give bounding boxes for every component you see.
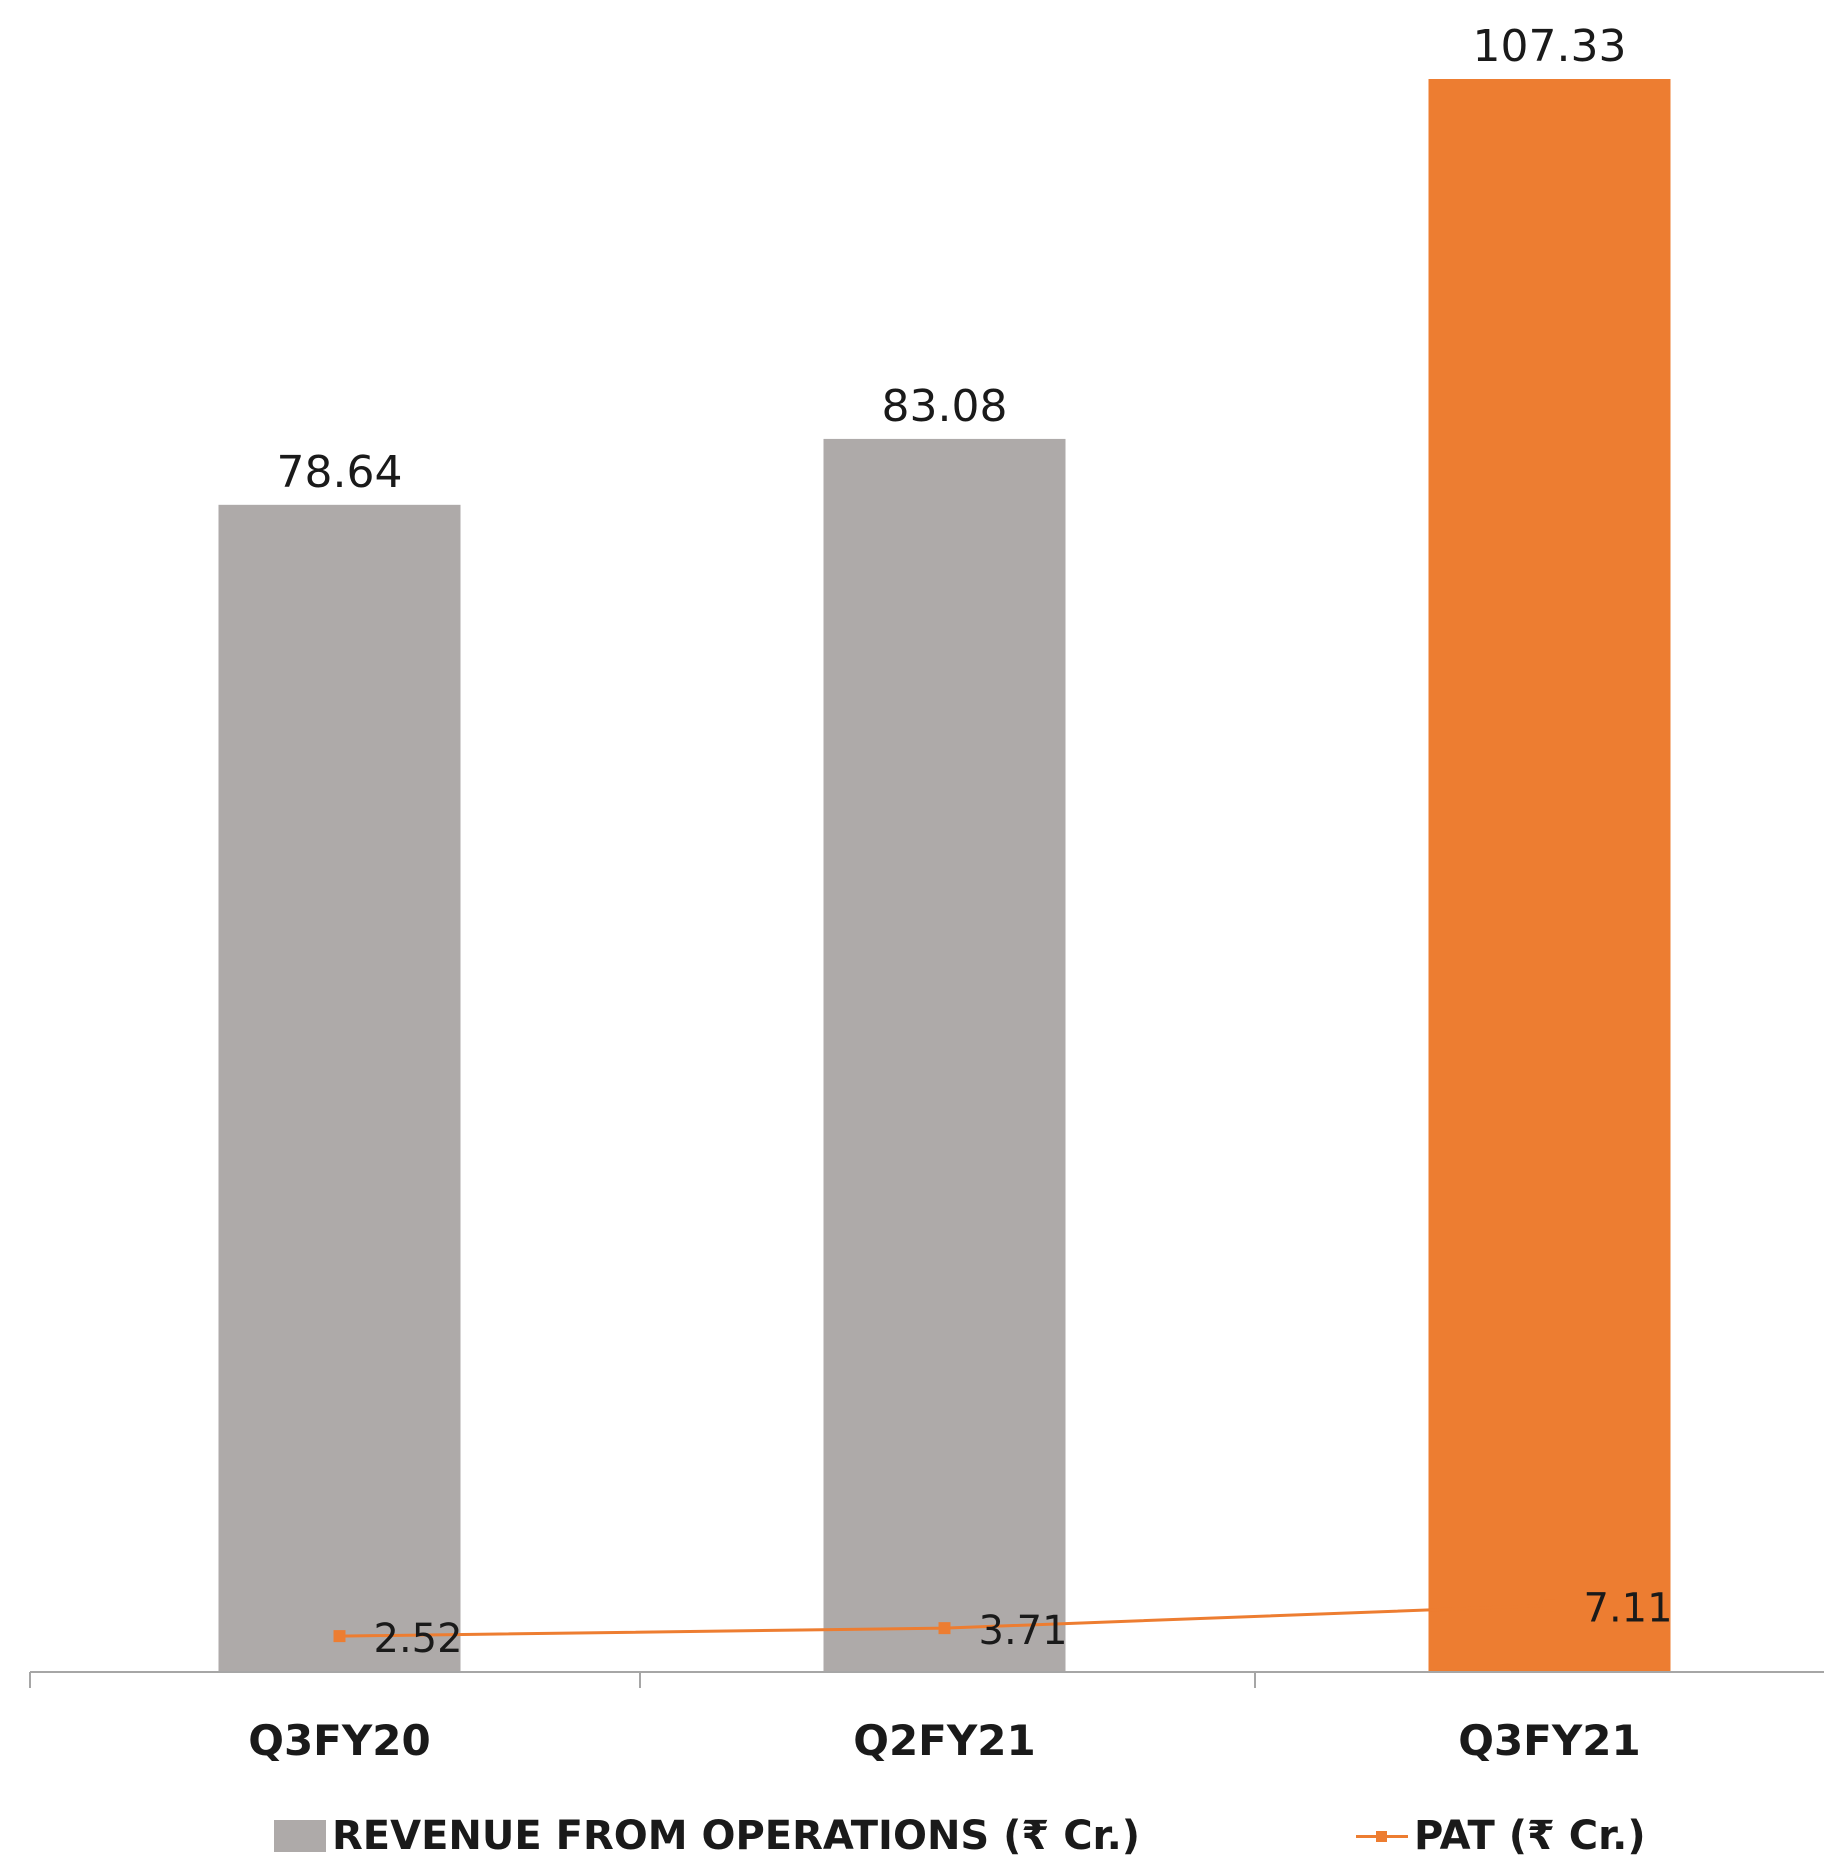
- legend-revenue: REVENUE FROM OPERATIONS (₹ Cr.): [274, 1808, 1140, 1864]
- pat-data-labels: 2.52 3.71 7.11: [374, 1585, 1673, 1662]
- revenue-bar-q3fy20: [218, 504, 461, 1673]
- x-axis-tick-labels: Q3FY20 Q2FY21 Q3FY21: [248, 1716, 1640, 1765]
- pat-point-marker: [333, 1630, 346, 1643]
- pat-value-label: 7.11: [1584, 1585, 1673, 1631]
- revenue-bar-q3fy21: [1428, 79, 1671, 1672]
- pat-value-label: 3.71: [979, 1608, 1068, 1654]
- legend-pat-label: PAT (₹ Cr.): [1414, 1813, 1646, 1859]
- legend-pat-swatch: [1356, 1820, 1408, 1852]
- pat-value-label: 2.52: [374, 1616, 463, 1662]
- legend-revenue-swatch: [274, 1820, 326, 1852]
- pat-point-marker: [1543, 1599, 1556, 1612]
- revenue-data-labels: 78.64 83.08 107.33: [277, 21, 1627, 498]
- pat-point-marker: [938, 1622, 951, 1635]
- revenue-pat-chart: 78.64 83.08 107.33 Q3FY20 Q2FY21 Q3FY21 2.52…: [29, 21, 1824, 1765]
- legend-pat: PAT (₹ Cr.): [1356, 1808, 1646, 1864]
- revenue-value-label: 83.08: [882, 381, 1008, 432]
- x-tick-label-q2fy21: Q2FY21: [853, 1716, 1035, 1765]
- x-axis: [29, 1671, 1824, 1688]
- x-tick-label-q3fy21: Q3FY21: [1458, 1716, 1640, 1765]
- revenue-bars: [218, 79, 1671, 1673]
- revenue-value-label: 78.64: [277, 447, 403, 498]
- x-tick-label-q3fy20: Q3FY20: [248, 1716, 430, 1765]
- revenue-value-label: 107.33: [1473, 21, 1627, 72]
- pat-line-series: [333, 1599, 1556, 1643]
- legend-revenue-label: REVENUE FROM OPERATIONS (₹ Cr.): [332, 1813, 1141, 1859]
- revenue-bar-q2fy21: [823, 438, 1066, 1672]
